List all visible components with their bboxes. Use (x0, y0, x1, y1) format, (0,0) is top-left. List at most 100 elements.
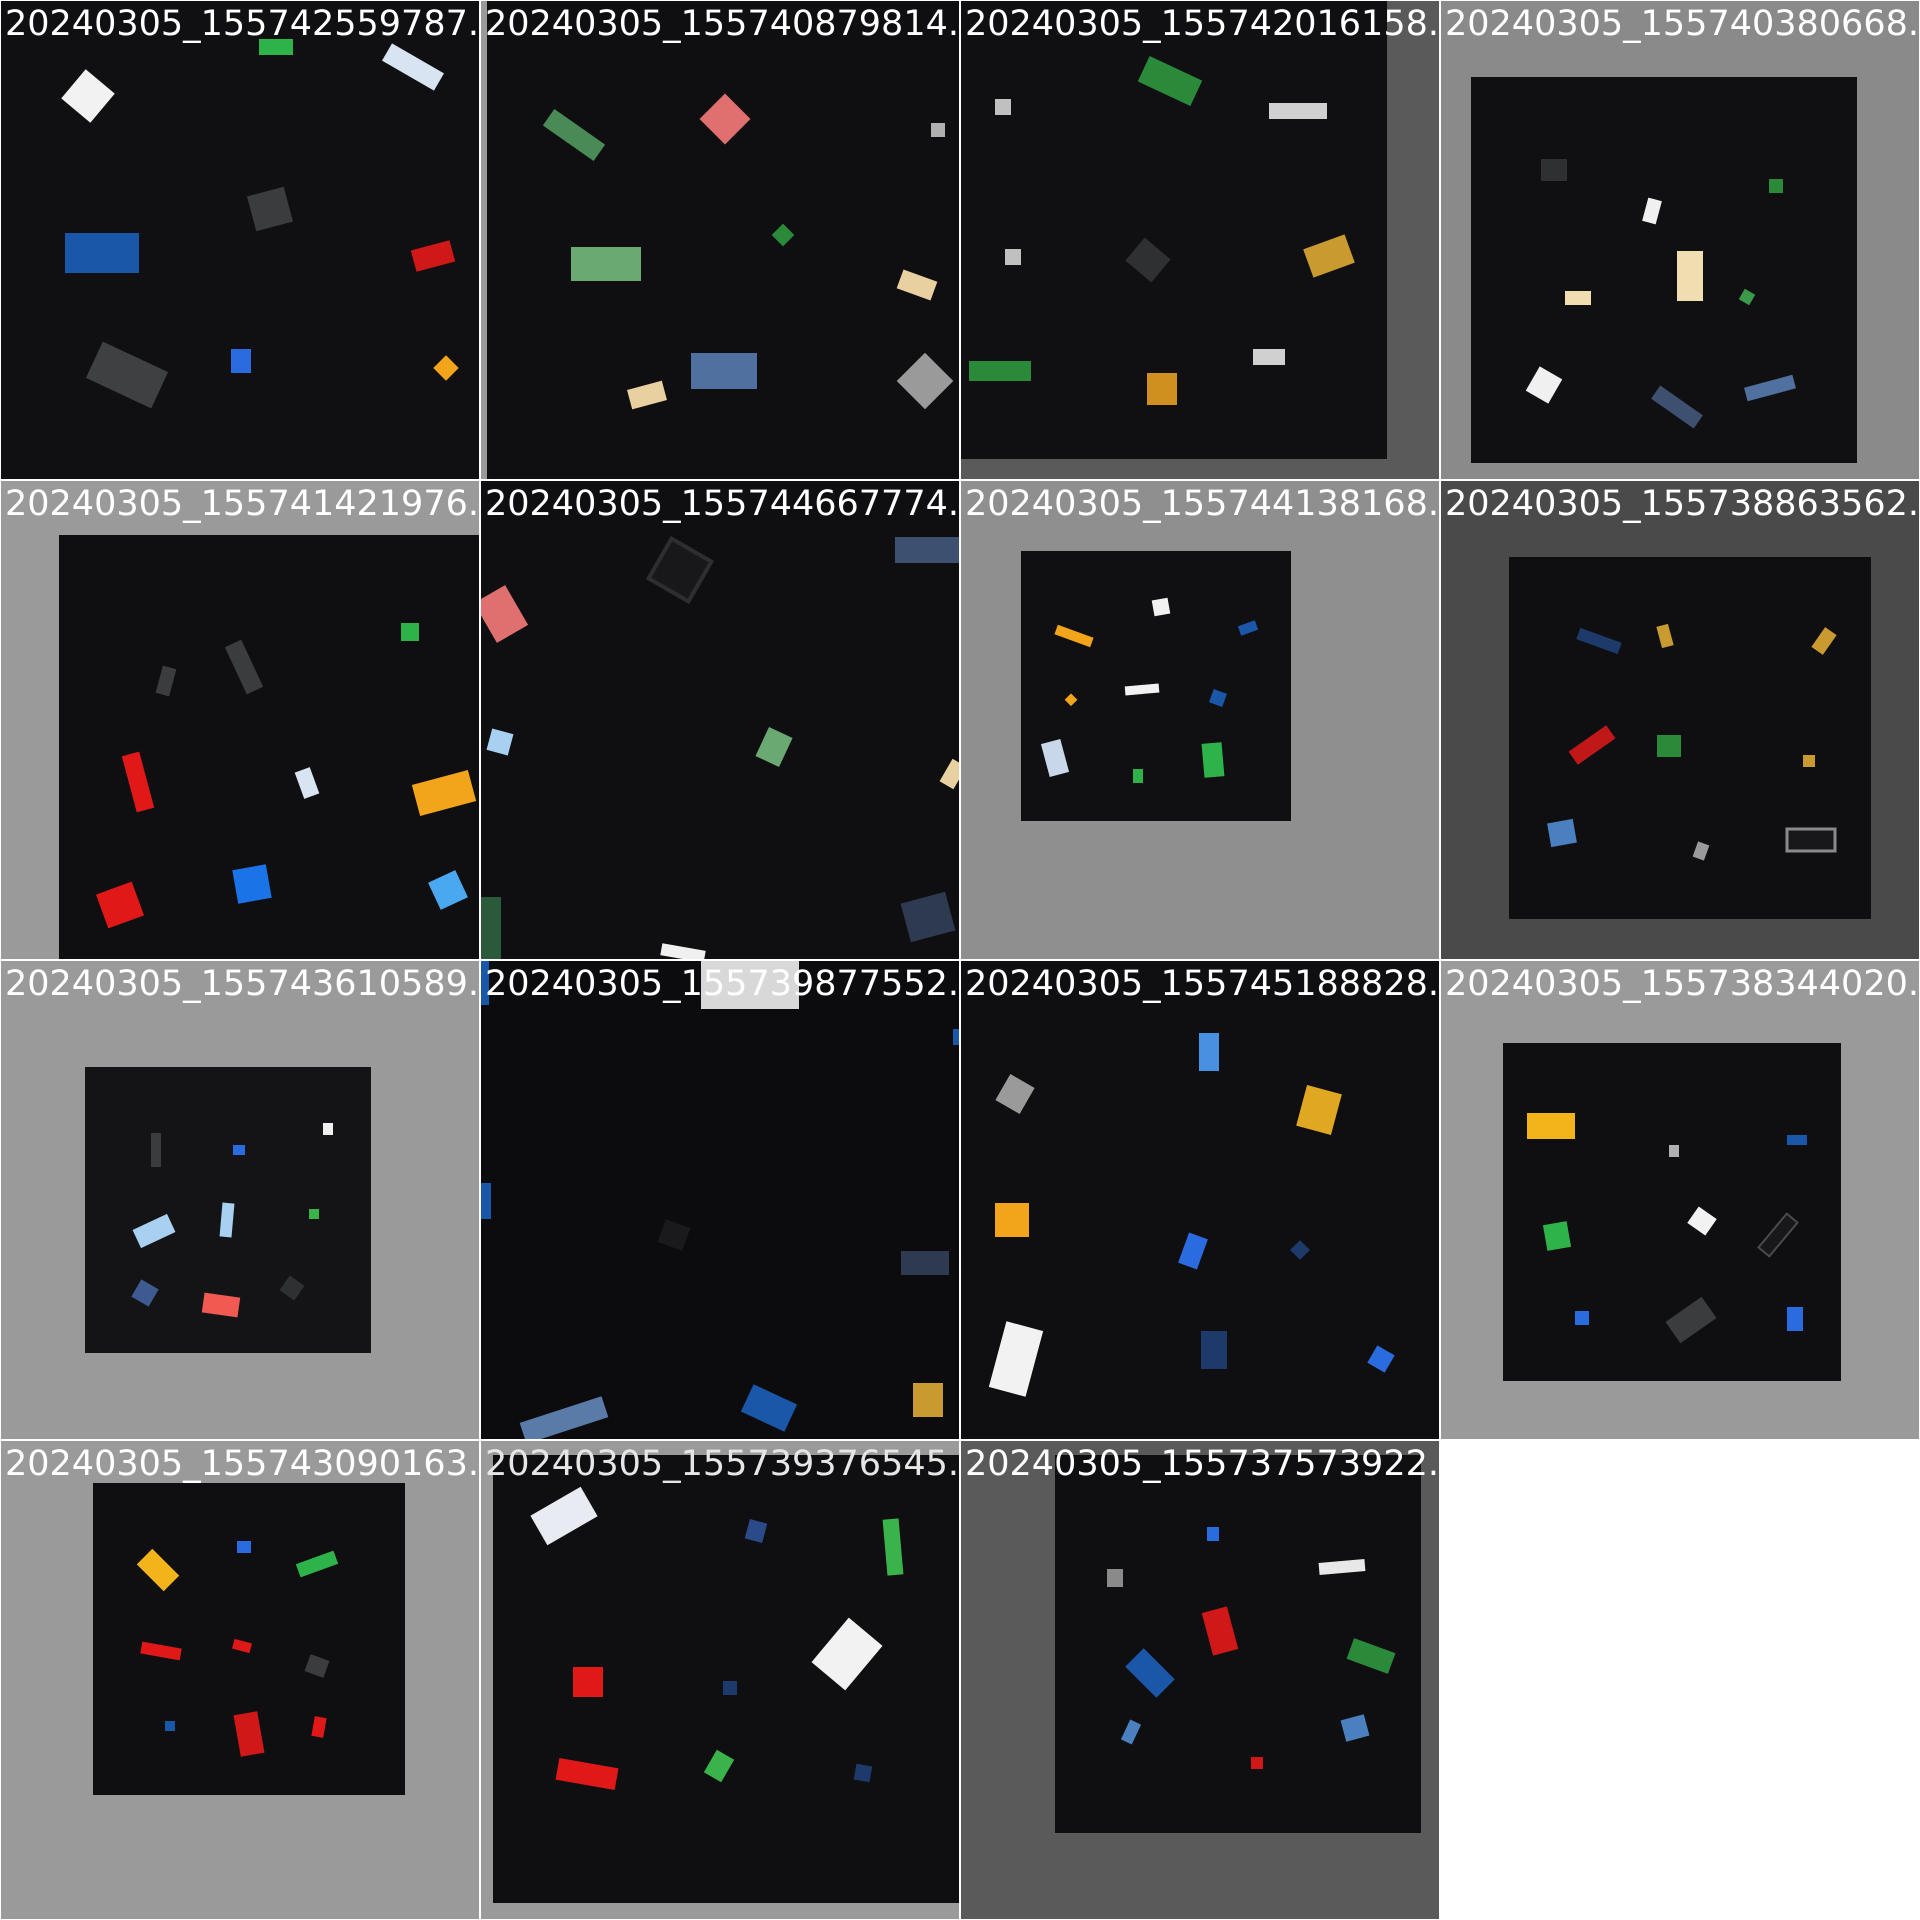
gallery-tile[interactable]: 20240305_155741421976.png (1, 481, 479, 959)
gallery-tile[interactable]: 20240305_155737573922.png (961, 1441, 1439, 1919)
lego-photo (961, 961, 1439, 1439)
lego-brick (542, 109, 606, 161)
photo-background (481, 481, 959, 959)
lego-brick (65, 233, 139, 273)
lego-brick (853, 1763, 873, 1783)
lego-brick (1107, 1569, 1123, 1587)
lego-brick (481, 585, 529, 643)
lego-brick (1687, 1206, 1717, 1236)
gallery-tile[interactable]: 20240305_155738863562.png (1441, 481, 1919, 959)
lego-brick (1576, 627, 1622, 655)
lego-photo (1, 961, 479, 1439)
lego-brick (165, 1721, 175, 1731)
lego-brick (201, 1292, 241, 1318)
lego-brick (237, 1541, 251, 1553)
gallery-tile[interactable]: 20240305_155740879814.png (481, 1, 959, 479)
lego-brick (131, 1279, 159, 1307)
tile-filename: 20240305_155743610589.png (5, 964, 479, 1004)
lego-brick (428, 870, 468, 910)
gallery-tile[interactable]: 20240305_155742559787.png (1, 1, 479, 479)
lego-brick (811, 1617, 883, 1691)
lego-brick (1201, 1331, 1227, 1369)
lego-brick (481, 961, 489, 1005)
lego-brick (1137, 56, 1203, 106)
gallery-tile[interactable]: 20240305_155745188828.png (961, 961, 1439, 1439)
lego-brick (1785, 827, 1837, 853)
gallery-tile[interactable]: 20240305_155744138168.png (961, 481, 1439, 959)
lego-brick (901, 1251, 949, 1275)
tile-filename: 20240305_155740879814.png (485, 4, 959, 44)
photo-surface (1509, 557, 1871, 919)
gallery-tile[interactable]: 20240305_155743090163.png (1, 1441, 479, 1919)
tile-filename: 20240305_155743090163.png (5, 1444, 479, 1484)
lego-photo (1, 481, 479, 959)
lego-brick (900, 891, 956, 943)
lego-brick (1803, 755, 1815, 767)
lego-brick (1269, 103, 1327, 119)
lego-brick (61, 69, 115, 123)
lego-brick (660, 943, 706, 959)
lego-brick (1209, 689, 1227, 707)
lego-brick (1201, 1606, 1239, 1656)
lego-brick (1692, 841, 1710, 861)
tile-filename: 20240305_155742016158.png (965, 4, 1439, 44)
lego-brick (995, 1074, 1035, 1114)
lego-brick (233, 1145, 245, 1155)
lego-photo (481, 961, 959, 1439)
lego-brick (995, 1203, 1029, 1237)
lego-photo (1, 1, 479, 479)
lego-brick (573, 1667, 603, 1697)
lego-brick (1253, 349, 1285, 365)
lego-brick (1757, 1212, 1799, 1258)
photo-surface (487, 1, 959, 479)
lego-brick (1657, 735, 1681, 757)
lego-brick (1318, 1559, 1366, 1575)
lego-brick (1296, 1085, 1342, 1135)
tile-filename: 20240305_155738344020.png (1445, 964, 1919, 1004)
lego-brick (1665, 1296, 1717, 1344)
photo-background (481, 961, 959, 1439)
lego-brick (1005, 249, 1021, 265)
lego-brick (121, 751, 155, 813)
lego-brick (627, 380, 667, 410)
lego-brick (481, 1183, 491, 1219)
gallery-tile[interactable]: 20240305_155744667774.png (481, 481, 959, 959)
gallery-tile[interactable]: 20240305_155742016158.png (961, 1, 1439, 479)
lego-brick (1744, 374, 1796, 402)
lego-brick (1642, 197, 1662, 225)
lego-brick (571, 247, 641, 281)
lego-photo (961, 1441, 1439, 1919)
lego-brick (1541, 159, 1567, 181)
tile-filename: 20240305_155741421976.png (5, 484, 479, 524)
lego-brick (140, 1641, 182, 1661)
lego-photo (1441, 961, 1919, 1439)
gallery-tile[interactable]: 20240305_155739877552.png (481, 961, 959, 1439)
lego-photo (961, 481, 1439, 959)
lego-brick (224, 639, 264, 695)
lego-brick (433, 355, 459, 381)
lego-brick (85, 341, 169, 409)
lego-brick (1251, 1757, 1263, 1769)
lego-brick (304, 1654, 330, 1678)
tile-filename: 20240305_155739877552.png (485, 964, 959, 1004)
tile-filename: 20240305_155742559787.png (5, 4, 479, 44)
gallery-tile[interactable]: 20240305_155738344020.png (1441, 961, 1919, 1439)
lego-brick (1124, 683, 1160, 696)
lego-photo (481, 481, 959, 959)
gallery-tile[interactable]: 20240305_155739376545.png (481, 1441, 959, 1919)
lego-brick (1207, 1527, 1219, 1541)
lego-brick (246, 186, 294, 232)
lego-brick (231, 349, 251, 373)
lego-brick (1120, 1719, 1142, 1745)
gallery-tile[interactable]: 20240305_155743610589.png (1, 961, 479, 1439)
gallery-tile[interactable]: 20240305_155740380668.png (1441, 1, 1919, 479)
lego-brick (1125, 1648, 1175, 1698)
lego-brick (233, 1711, 265, 1757)
lego-brick (1651, 385, 1703, 429)
lego-brick (691, 353, 757, 389)
lego-brick (701, 961, 799, 1009)
lego-brick (151, 1133, 161, 1167)
tile-filename: 20240305_155744667774.png (485, 484, 959, 524)
lego-brick (410, 240, 456, 272)
lego-brick (232, 1638, 252, 1654)
